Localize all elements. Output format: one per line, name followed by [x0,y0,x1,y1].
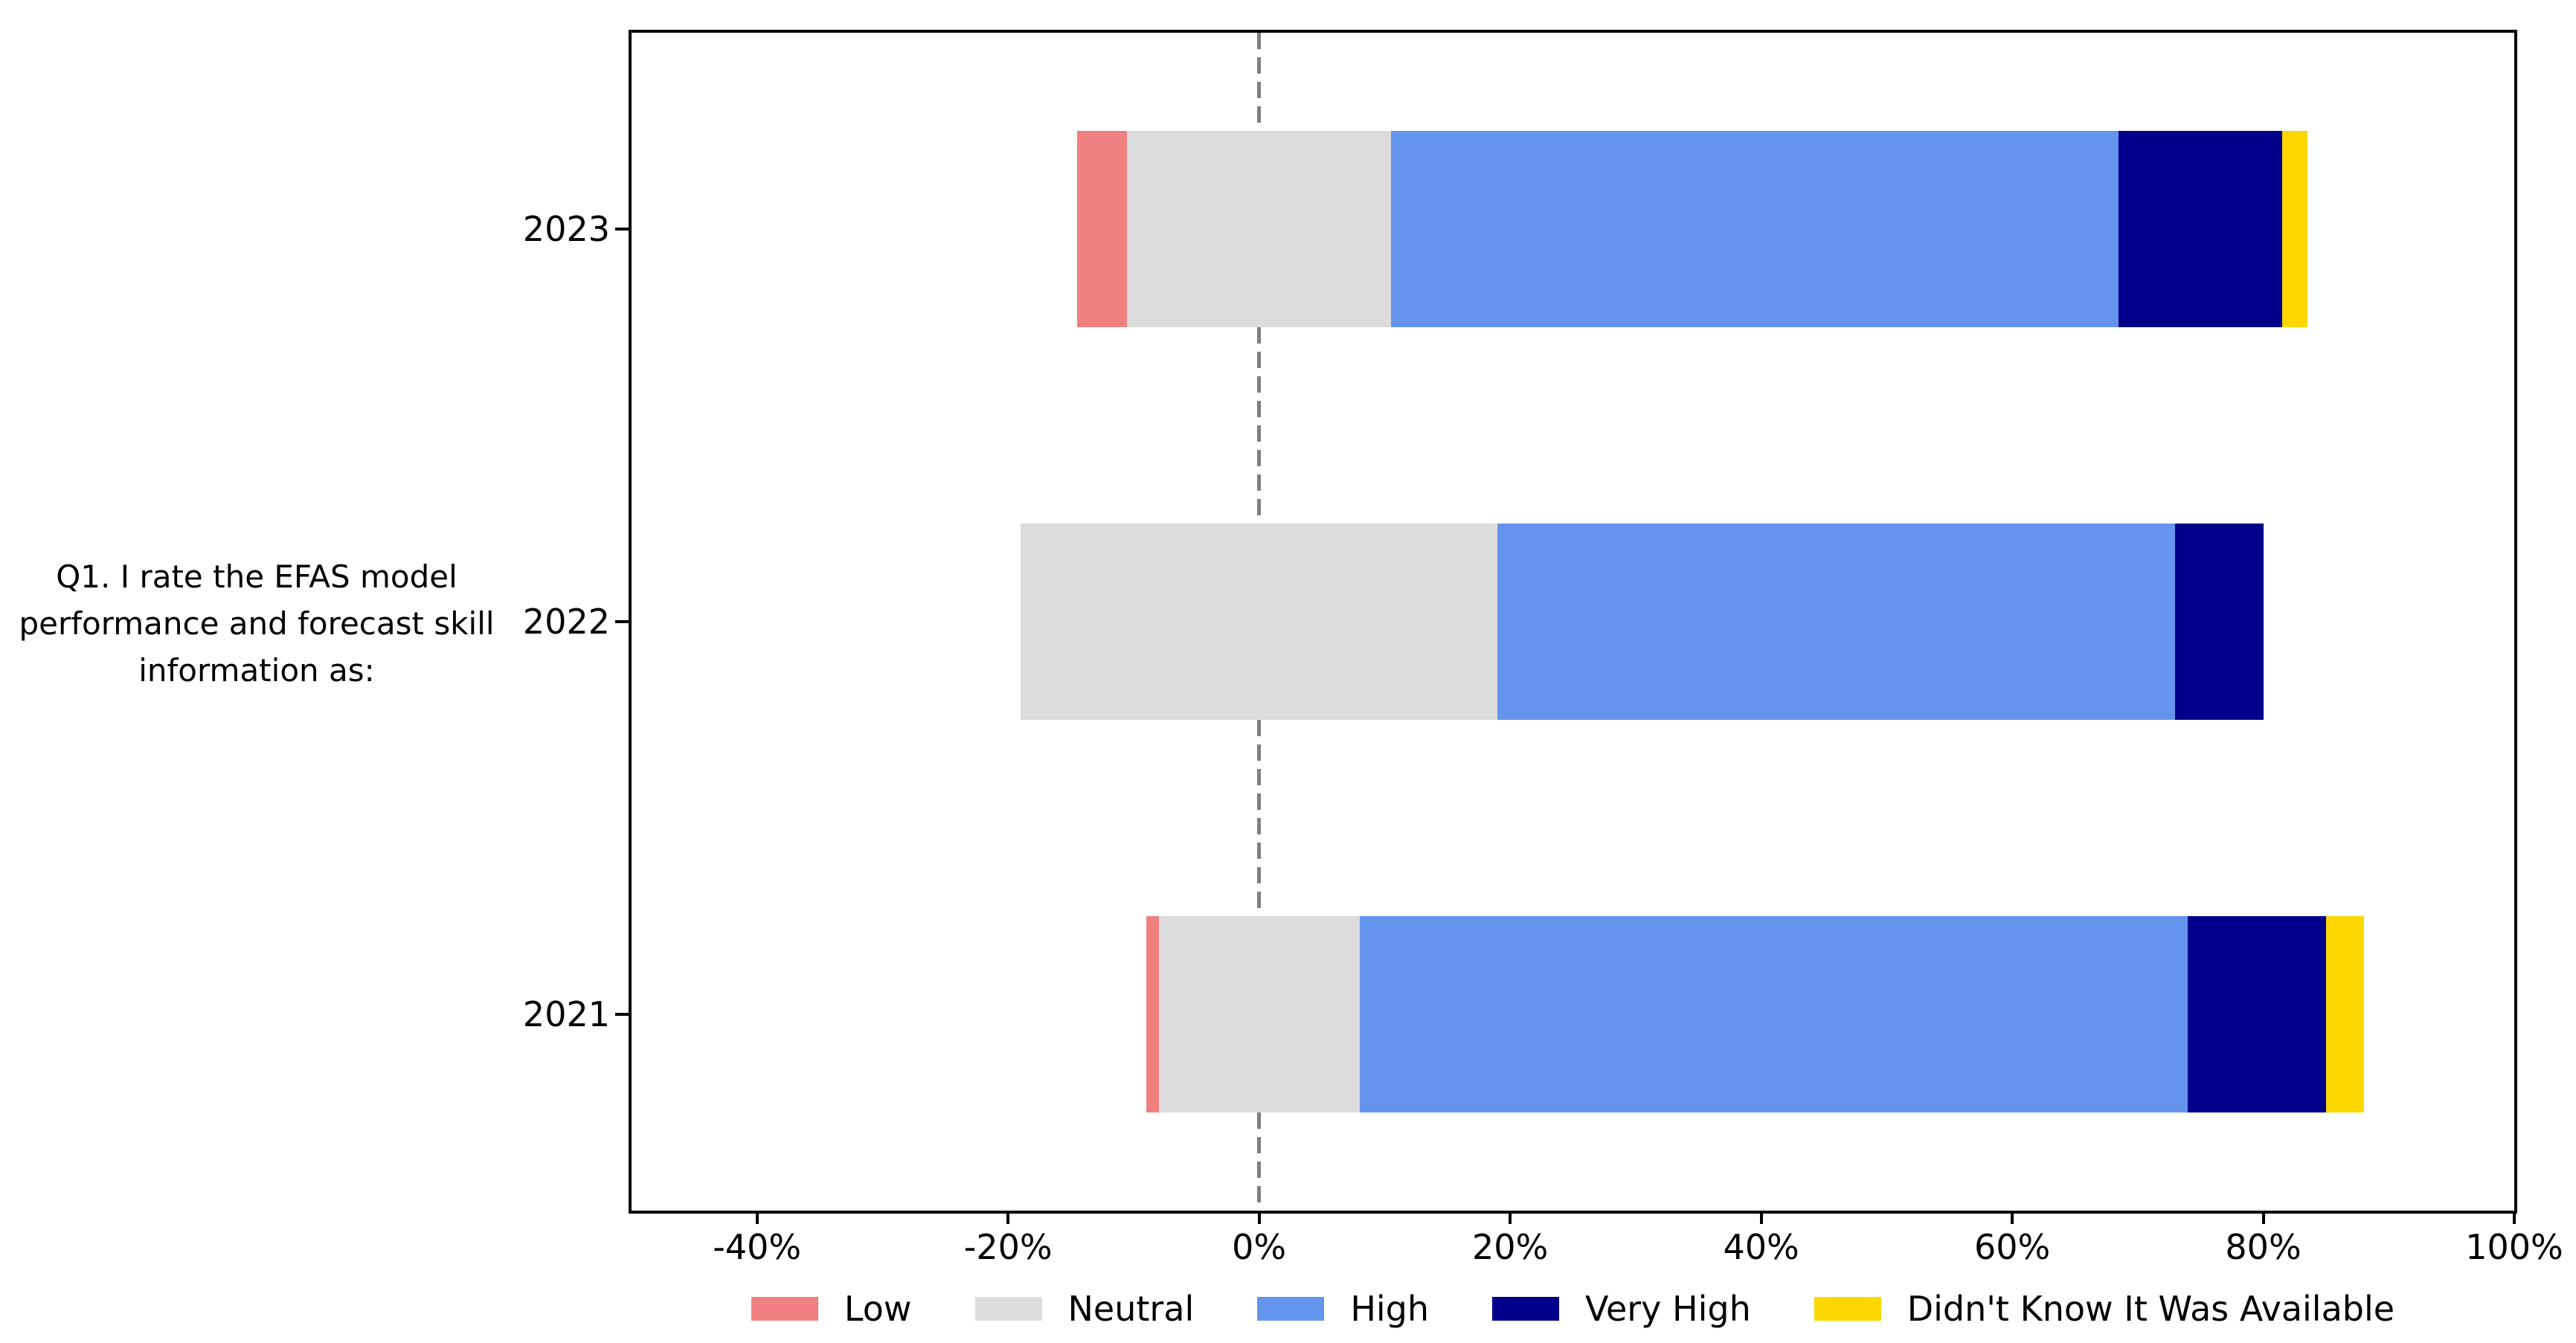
x-tick--20 [1006,1214,1010,1224]
legend-swatch-didn-t-know-it-was-available [1814,1297,1881,1321]
plot-area [632,33,2514,1211]
legend-label-neutral: Neutral [1067,1289,1195,1329]
bar-segment-2021-high [1359,916,2188,1112]
x-tick-label-100: 100% [2465,1227,2563,1267]
bar-segment-2022-very-high [2175,524,2264,720]
legend-swatch-low [751,1297,818,1321]
bar-segment-2021-very-high [2188,916,2326,1112]
x-tick-80 [2261,1214,2265,1224]
bar-segment-2022-neutral [1021,524,1498,720]
x-tick-label-0: 0% [1232,1227,1287,1267]
bar-segment-2021-neutral [1158,916,1360,1112]
legend-swatch-neutral [974,1297,1042,1321]
question-label: Q1. I rate the EFAS model performance an… [19,558,495,689]
x-tick--40 [755,1214,759,1224]
legend-swatch-high [1257,1297,1325,1321]
legend-label-didn-t-know-it-was-available: Didn't Know It Was Available [1907,1289,2395,1329]
legend-label-very-high: Very High [1585,1289,1751,1329]
x-tick-label--40: -40% [713,1227,802,1267]
legend-item-high: High [1257,1289,1429,1329]
bar-segment-2023-didn-t-know-it-was-available [2281,131,2307,327]
y-tick-label-2021: 2021 [522,994,610,1034]
bar-segment-2021-didn-t-know-it-was-available [2325,916,2364,1112]
y-tick-label-2022: 2022 [522,602,610,642]
legend-item-didn-t-know-it-was-available: Didn't Know It Was Available [1814,1289,2394,1329]
x-tick-60 [2011,1214,2014,1224]
x-tick-label-80: 80% [2225,1227,2302,1267]
legend-swatch-very-high [1492,1297,1560,1321]
y-tick-2023 [615,228,629,231]
bar-segment-2023-high [1390,131,2119,327]
x-tick-label-40: 40% [1723,1227,1799,1267]
y-tick-2022 [615,620,629,623]
bar-segment-2023-neutral [1127,131,1391,327]
legend-item-low: Low [751,1289,912,1329]
legend-label-low: Low [844,1289,912,1329]
x-tick-label--20: -20% [963,1227,1053,1267]
bar-segment-2021-low [1146,916,1159,1112]
y-tick-label-2023: 2023 [522,209,610,249]
bar-segment-2022-high [1497,524,2176,720]
bar-segment-2023-very-high [2119,131,2282,327]
legend-item-very-high: Very High [1492,1289,1751,1329]
legend-label-high: High [1350,1289,1430,1329]
y-tick-2021 [615,1013,629,1016]
x-tick-label-20: 20% [1472,1227,1549,1267]
legend-item-neutral: Neutral [974,1289,1195,1329]
x-tick-0 [1257,1214,1261,1224]
x-tick-40 [1759,1214,1763,1224]
x-tick-100 [2513,1214,2516,1224]
legend: Low Neutral High Very High Didn't Know It Wa… [629,1286,2517,1331]
bar-segment-2023-low [1077,131,1128,327]
x-tick-label-60: 60% [1973,1227,2051,1267]
x-tick-20 [1509,1214,1512,1224]
